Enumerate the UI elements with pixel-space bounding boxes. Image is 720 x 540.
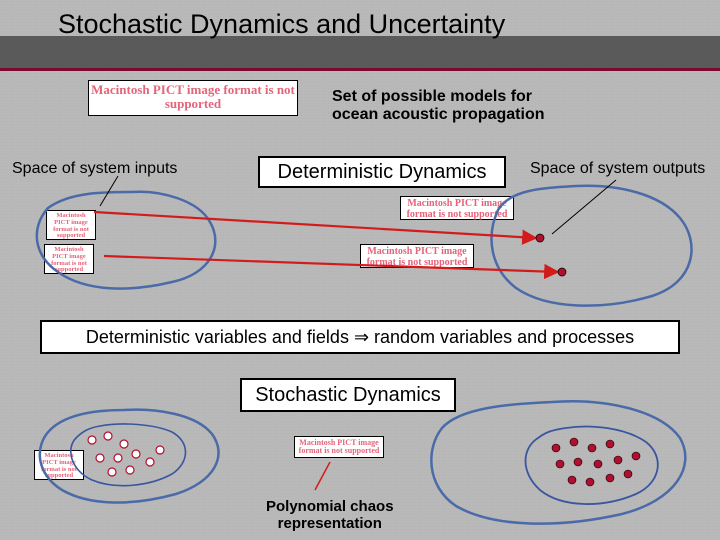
pict-left1: Macintosh PICT image format is not suppo… xyxy=(46,210,96,240)
label-inputs: Space of system inputs xyxy=(12,160,177,178)
pict-top: Macintosh PICT image format is not suppo… xyxy=(88,80,298,116)
title-text: Stochastic Dynamics and Uncertainty xyxy=(58,9,505,39)
title-bar xyxy=(0,36,720,70)
det-to-rand-bar: Deterministic variables and fields ⇒ ran… xyxy=(40,320,680,354)
title-underline xyxy=(0,68,720,71)
pict-mid1: Macintosh PICT image format is not suppo… xyxy=(400,196,514,220)
label-outputs: Space of system outputs xyxy=(530,160,705,178)
label-polychaos: Polynomial chaos representation xyxy=(266,498,394,533)
page-title: Stochastic Dynamics and Uncertainty xyxy=(0,10,720,40)
pict-bot-center: Macintosh PICT image format is not suppo… xyxy=(294,436,384,458)
stochastic-dynamics-box: Stochastic Dynamics xyxy=(240,378,456,412)
pict-mid2: Macintosh PICT image format is not suppo… xyxy=(360,244,474,268)
pict-bot-left: Macintosh PICT image format is not suppo… xyxy=(34,450,84,480)
deterministic-dynamics-box: Deterministic Dynamics xyxy=(258,156,506,188)
label-models: Set of possible models for ocean acousti… xyxy=(332,88,544,125)
pict-left2: Macintosh PICT image format is not suppo… xyxy=(44,244,94,274)
